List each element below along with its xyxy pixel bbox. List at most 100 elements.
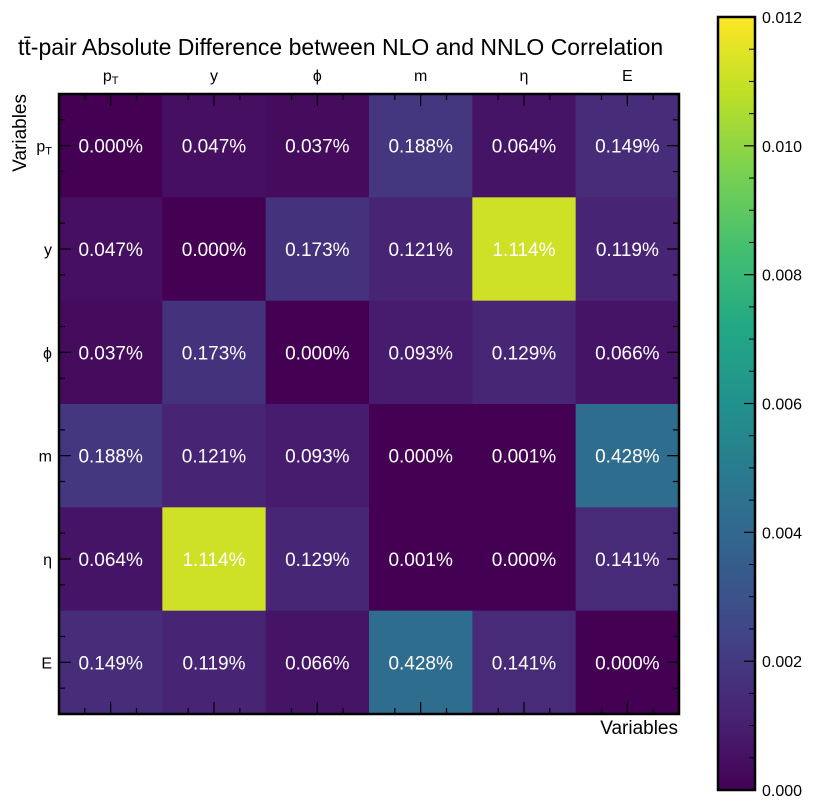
cell-value-label: 0.066% (595, 343, 660, 364)
colorbar-tick-label: 0.012 (762, 10, 802, 27)
heatmap-cell (59, 404, 163, 508)
heatmap-cell (575, 94, 680, 198)
cell-value-label: 0.000% (595, 653, 660, 674)
heatmap-cell (575, 197, 680, 302)
cell-value-label: 0.037% (285, 137, 350, 158)
heatmap-cell (265, 610, 370, 715)
tick-label: E (41, 655, 52, 672)
cell-value-label: 0.066% (285, 653, 350, 674)
cell-value-label: 0.000% (492, 550, 557, 571)
heatmap-cell (59, 507, 163, 612)
tick-label: m (414, 68, 427, 85)
cell-value-label: 0.129% (285, 550, 350, 571)
heatmap-cell (575, 404, 680, 508)
y-axis-label: Variables (10, 94, 31, 172)
tick-label-main: y (44, 242, 52, 259)
tick-label: y (210, 68, 218, 85)
x-axis-label: Variables (600, 718, 678, 739)
heatmap-cell (472, 197, 577, 302)
cell-value-label: 0.149% (595, 137, 660, 158)
tick-label-subscript: T (45, 146, 52, 158)
cell-value-label: 0.119% (596, 240, 659, 261)
x-tick-labels: pT y ϕ m η E (103, 68, 633, 87)
heatmap-cell (369, 197, 473, 302)
colorbar-tick-label: 0.006 (762, 397, 802, 414)
heatmap-cell (162, 300, 267, 405)
cell-value-label: 0.000% (182, 240, 247, 261)
cell-value-label: 0.121% (182, 447, 247, 468)
heatmap-cell (472, 404, 577, 508)
tick-label-main: p (103, 68, 112, 85)
tick-label-subscript: T (112, 75, 119, 87)
cell-value-label: 0.047% (78, 240, 143, 261)
cell-value-label: 0.037% (78, 343, 143, 364)
heatmap-cell (265, 404, 370, 508)
cell-value-label: 0.000% (285, 343, 350, 364)
cell-value-label: 0.047% (182, 137, 247, 158)
cell-value-label: 0.000% (388, 447, 453, 468)
cell-value-label: 0.093% (388, 343, 453, 364)
heatmap-cell (265, 197, 370, 302)
cell-value-label: 0.149% (78, 653, 143, 674)
cell-value-label: 0.141% (595, 550, 660, 571)
heatmap-cell (162, 610, 267, 715)
cell-value-label: 0.093% (285, 447, 350, 468)
tick-label: ϕ (313, 68, 322, 85)
colorbar-tick-label: 0.010 (762, 139, 802, 156)
heatmap-cell (162, 94, 267, 198)
cell-value-label: 0.188% (78, 447, 143, 468)
heatmap-cell (369, 610, 473, 715)
tick-label-main: ϕ (313, 68, 322, 85)
heatmap-cell (162, 404, 267, 508)
tick-label: pT (103, 68, 119, 87)
cell-value-label: 0.064% (78, 550, 143, 571)
cell-value-label: 0.141% (492, 653, 557, 674)
heatmap-cell (369, 404, 473, 508)
axis-ticks (59, 94, 679, 714)
colorbar-tick-label: 0.004 (762, 525, 802, 542)
cell-value-label: 0.173% (182, 343, 247, 364)
tick-label-main: p (36, 139, 45, 156)
heatmap-cell (472, 610, 577, 715)
tick-label-main: η (43, 552, 52, 569)
cell-value-label: 0.121% (388, 240, 453, 261)
tick-label-main: η (520, 68, 529, 85)
heatmap-cell (59, 610, 163, 715)
tick-label: η (520, 68, 529, 85)
cell-value-label: 0.119% (182, 653, 245, 674)
cell-value-label: 0.001% (492, 447, 557, 468)
heatmap-cell (59, 94, 163, 198)
heatmap-cell (575, 300, 680, 405)
tick-label-main: E (622, 68, 633, 85)
heatmap-cell (472, 507, 577, 612)
tick-label: m (39, 449, 52, 466)
tick-label-main: ϕ (43, 345, 52, 362)
cell-value-label: 0.188% (388, 137, 453, 158)
cell-value-labels: 0.000% 0.047% 0.037% 0.188% 0.064% 0.149% 0.04… (78, 137, 659, 675)
colorbar-tick-label: 0.008 (762, 268, 802, 285)
cell-value-label: 0.129% (492, 343, 557, 364)
heatmap-cell (575, 610, 680, 715)
heatmap-cell (59, 197, 163, 302)
heatmap-cell (162, 507, 267, 612)
cell-value-label: 1.114% (182, 550, 245, 571)
heatmap-cell (162, 197, 267, 302)
heatmap-cell (472, 300, 577, 405)
colorbar: 0.000 0.002 0.004 0.006 0.008 0.010 0.012 (716, 10, 802, 800)
cell-value-label: 0.000% (78, 137, 143, 158)
tick-label: pT (36, 139, 52, 158)
tick-label: E (622, 68, 633, 85)
tick-label-main: m (414, 68, 427, 85)
colorbar-tick-label: 0.000 (762, 783, 802, 800)
tick-label-main: m (39, 449, 52, 466)
heatmap-cell (575, 507, 680, 612)
cell-value-label: 0.001% (388, 550, 453, 571)
heatmap-cell (265, 507, 370, 612)
cell-value-label: 0.428% (388, 653, 453, 674)
colorbar-tick-label: 0.002 (762, 654, 802, 671)
heatmap-cell (265, 94, 370, 198)
heatmap-cell (265, 300, 370, 405)
